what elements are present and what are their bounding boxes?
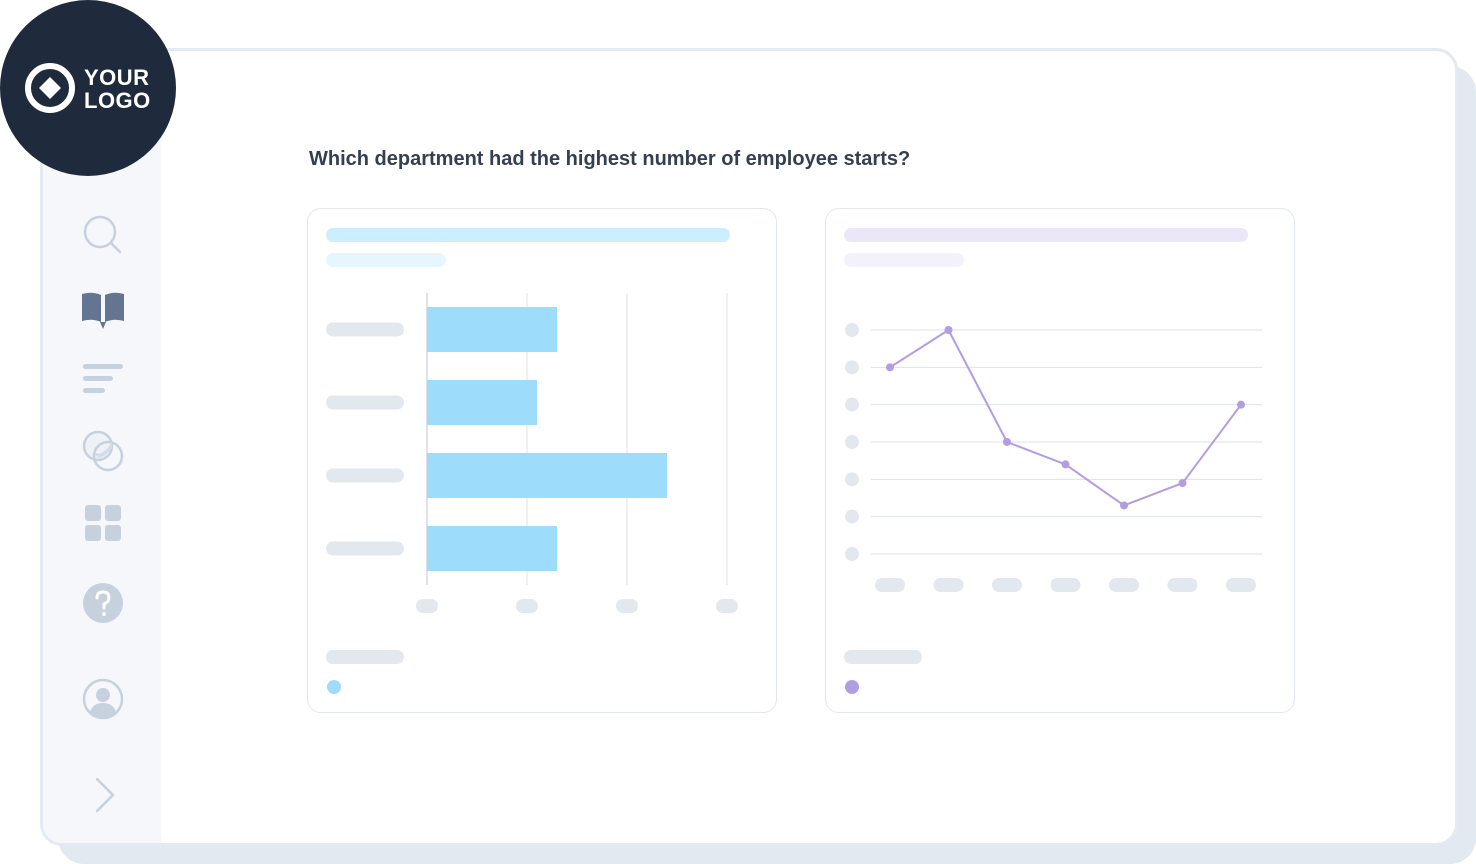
y-tick-label	[326, 468, 404, 483]
y-tick-label	[845, 360, 859, 375]
sidebar-item-profile[interactable]	[77, 673, 129, 725]
sidebar-item-dashboard[interactable]	[77, 497, 129, 549]
y-tick-label	[845, 509, 859, 524]
circles-icon	[82, 430, 124, 472]
y-tick-label	[845, 547, 859, 561]
book-icon	[82, 292, 124, 329]
bar	[427, 526, 557, 571]
logo-text: YOUR LOGO	[84, 66, 151, 112]
data-point	[1003, 438, 1011, 446]
line-chart	[844, 323, 1262, 694]
bar-chart	[326, 293, 738, 694]
x-tick-label	[1050, 578, 1081, 592]
logo-text-line1: YOUR	[84, 65, 150, 90]
line-chart-card[interactable]	[825, 208, 1295, 713]
user-icon	[82, 678, 124, 720]
bar	[427, 453, 667, 498]
legend-swatch	[327, 680, 341, 694]
x-tick-label	[516, 599, 538, 613]
data-point	[1061, 460, 1070, 469]
x-tick-label	[1226, 578, 1256, 592]
sidebar-item-overlap[interactable]	[77, 425, 129, 477]
grid-icon	[85, 505, 121, 541]
question-icon	[83, 583, 123, 623]
y-tick-label	[326, 541, 404, 556]
chart-title-placeholder	[844, 228, 1248, 242]
x-tick-label	[716, 599, 738, 613]
sidebar-item-library[interactable]	[77, 283, 129, 335]
search-icon	[83, 215, 122, 254]
y-tick-label	[845, 397, 859, 412]
x-tick-label	[992, 578, 1022, 592]
question-title: Which department had the highest number …	[309, 148, 911, 170]
data-point	[1237, 400, 1245, 409]
x-tick-label	[875, 578, 905, 592]
brand-logo: YOUR LOGO	[0, 0, 176, 176]
chart-subtitle-placeholder	[844, 253, 964, 267]
y-tick-label	[326, 322, 404, 337]
legend-label	[844, 650, 922, 664]
text-lines-icon	[83, 364, 123, 393]
sidebar-item-search[interactable]	[77, 209, 129, 261]
chart-title-placeholder	[326, 228, 730, 242]
y-tick-label	[326, 395, 404, 410]
bar	[427, 307, 557, 352]
x-tick-label	[933, 578, 964, 592]
data-point	[886, 363, 894, 372]
y-tick-label	[845, 323, 859, 337]
x-tick-label	[416, 599, 438, 613]
logo-mark-icon	[25, 63, 75, 113]
chart-subtitle-placeholder	[326, 253, 446, 267]
bar-chart-card[interactable]	[307, 208, 777, 713]
bar	[427, 380, 537, 425]
y-tick-label	[845, 435, 859, 449]
x-tick-label	[616, 599, 638, 613]
legend-label	[326, 650, 404, 664]
sidebar	[43, 51, 161, 843]
sidebar-item-help[interactable]	[77, 577, 129, 629]
sidebar-item-reports[interactable]	[77, 353, 129, 405]
y-tick-label	[845, 472, 859, 487]
data-point	[1120, 501, 1128, 510]
legend-swatch	[845, 680, 859, 694]
data-point	[1178, 479, 1187, 488]
x-tick-label	[1167, 578, 1198, 592]
chevron-right-icon	[95, 777, 115, 813]
logo-text-line2: LOGO	[84, 88, 151, 113]
x-tick-label	[1109, 578, 1139, 592]
data-point	[944, 326, 953, 334]
sidebar-item-expand[interactable]	[77, 769, 129, 821]
